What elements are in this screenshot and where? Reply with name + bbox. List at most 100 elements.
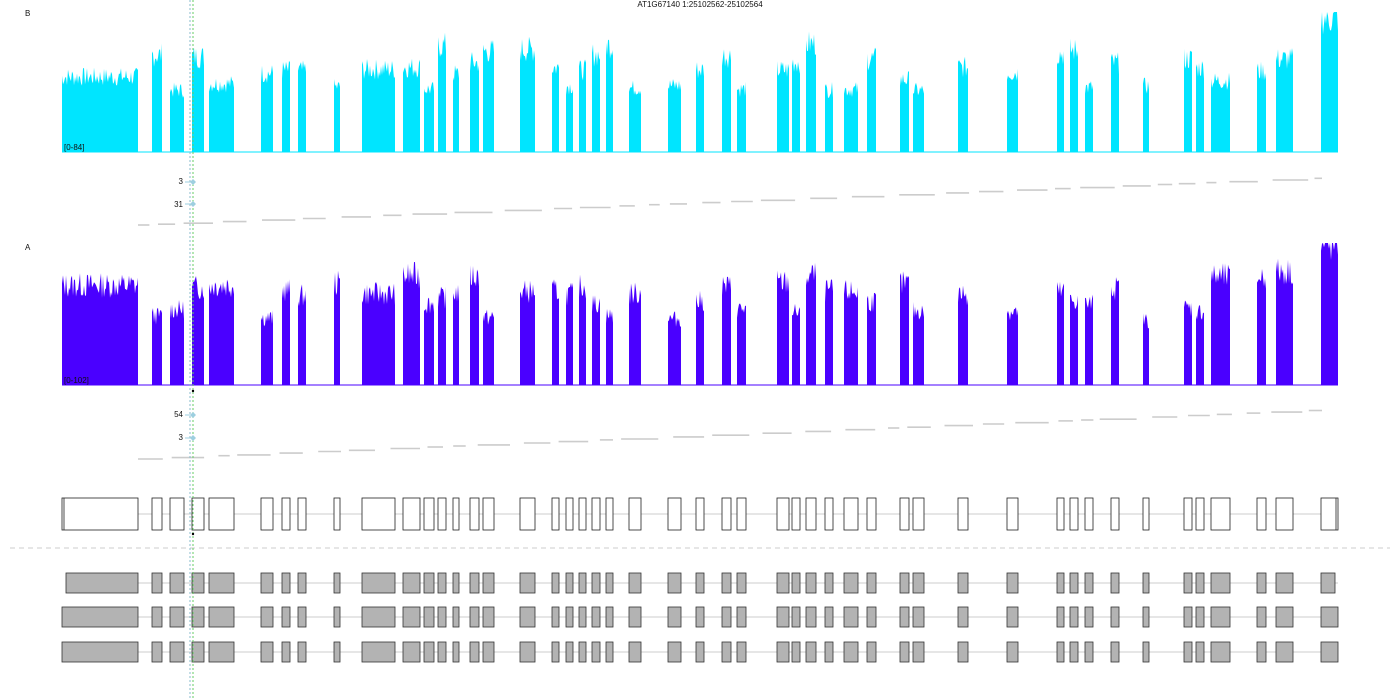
- transcript-exon: [721, 641, 732, 663]
- coverage-exon-peak: [900, 71, 909, 152]
- coverage-exon-peak: [152, 307, 162, 385]
- transcript-exon: [1195, 606, 1205, 628]
- coverage-exon-peak: [438, 286, 446, 385]
- transcript-exon: [843, 641, 859, 663]
- transcript-exon: [1195, 641, 1205, 663]
- transcript-exon: [824, 572, 834, 594]
- transcript-exon: [361, 572, 396, 594]
- coverage-exon-peak: [1184, 48, 1192, 152]
- transcript-exon: [1320, 606, 1339, 628]
- coverage-exon-peak: [424, 82, 434, 152]
- coverage-exon-peak: [1007, 307, 1018, 385]
- gene-exon-box: [1142, 497, 1150, 531]
- transcript-exon: [736, 641, 747, 663]
- gene-exon-box: [1056, 497, 1065, 531]
- coverage-exon-peak: [1007, 68, 1018, 152]
- coverage-exon-peak: [1257, 268, 1266, 385]
- transcript-exon: [1069, 641, 1079, 663]
- coverage-exon-peak: [722, 276, 731, 385]
- gene-exon-box: [402, 497, 421, 531]
- transcript-exon: [452, 606, 460, 628]
- transcript-exon: [605, 572, 614, 594]
- transcript-exon: [1210, 606, 1231, 628]
- coverage-exon-peak: [298, 60, 306, 152]
- transcript-exon: [605, 606, 614, 628]
- coverage-exon-peak: [362, 282, 395, 385]
- transcript-exon: [191, 572, 205, 594]
- transcript-exon: [482, 606, 495, 628]
- transcript-exon: [208, 572, 235, 594]
- transcript-exon: [519, 606, 536, 628]
- coverage-exon-peak: [1321, 243, 1338, 385]
- coverage-exon-peak: [552, 279, 559, 385]
- transcript-exon: [402, 641, 421, 663]
- coverage-exon-peak: [282, 279, 290, 385]
- transcript-exon: [423, 641, 435, 663]
- coverage-exon-peak: [192, 47, 204, 152]
- coverage-exon-peak: [1085, 294, 1093, 385]
- transcript-exon: [866, 641, 877, 663]
- gene-exon-box: [824, 497, 834, 531]
- coverage-exon-peak: [737, 81, 746, 152]
- coverage-track-a: [62, 243, 1338, 386]
- transcript-exon: [957, 606, 969, 628]
- transcript-exon: [297, 641, 307, 663]
- coverage-exon-peak: [606, 39, 613, 152]
- gene-exon-box: [151, 497, 163, 531]
- coverage-exon-peak: [958, 56, 968, 153]
- gene-exon-box: [628, 497, 642, 531]
- transcript-exon: [899, 572, 910, 594]
- gene-exon-box: [297, 497, 307, 531]
- gene-exon-box: [721, 497, 732, 531]
- transcript-exon: [519, 572, 536, 594]
- coverage-exon-peak: [62, 67, 138, 152]
- transcript-exon: [191, 606, 205, 628]
- coverage-exon-peak: [334, 79, 340, 152]
- position-markers: [185, 0, 196, 700]
- gene-exon-box: [361, 497, 396, 531]
- transcript-exon: [957, 572, 969, 594]
- transcript-exon: [482, 572, 495, 594]
- coverage-exon-peak: [1276, 48, 1293, 152]
- coverage-exon-peak: [334, 270, 340, 385]
- transcript-exon: [260, 606, 274, 628]
- junction-diamond-marker: [190, 412, 196, 418]
- transcript-exon: [1210, 641, 1231, 663]
- transcript-exon: [736, 606, 747, 628]
- transcript-exon: [361, 641, 396, 663]
- coverage-exon-peak: [629, 282, 641, 385]
- transcript-exon: [1056, 606, 1065, 628]
- coverage-exon-peak: [1276, 258, 1293, 385]
- coverage-exon-peak: [579, 274, 586, 385]
- coverage-exon-peak: [566, 282, 573, 385]
- coverage-exon-peak: [1196, 61, 1204, 153]
- coverage-exon-peak: [900, 271, 909, 385]
- transcript-exon: [791, 641, 801, 663]
- coverage-exon-peak: [592, 295, 600, 385]
- gene-exon-box: [1210, 497, 1231, 531]
- coverage-exon-peak: [1211, 263, 1230, 385]
- transcript-exon: [1069, 606, 1079, 628]
- transcript-exon: [695, 572, 705, 594]
- transcript-exon: [1256, 641, 1267, 663]
- transcript-exon: [912, 606, 925, 628]
- transcript-exon: [628, 641, 642, 663]
- gene-exon-box: [1195, 497, 1205, 531]
- transcript-exon: [1320, 572, 1336, 594]
- transcript-exon: [1142, 572, 1150, 594]
- transcript-exon: [628, 572, 642, 594]
- transcript-exon: [61, 606, 139, 628]
- coverage-exon-peak: [777, 61, 789, 152]
- coverage-exon-peak: [566, 84, 573, 152]
- coverage-exon-peak: [696, 62, 704, 152]
- coverage-exon-peak: [403, 58, 420, 153]
- gene-exon-box: [957, 497, 969, 531]
- transcript-exon: [578, 572, 587, 594]
- coverage-exon-peak: [592, 44, 600, 152]
- transcript-exon: [667, 572, 682, 594]
- gene-exon-box: [1069, 497, 1079, 531]
- transcript-exon: [776, 572, 790, 594]
- transcript-exon: [260, 641, 274, 663]
- transcript-exon: [776, 641, 790, 663]
